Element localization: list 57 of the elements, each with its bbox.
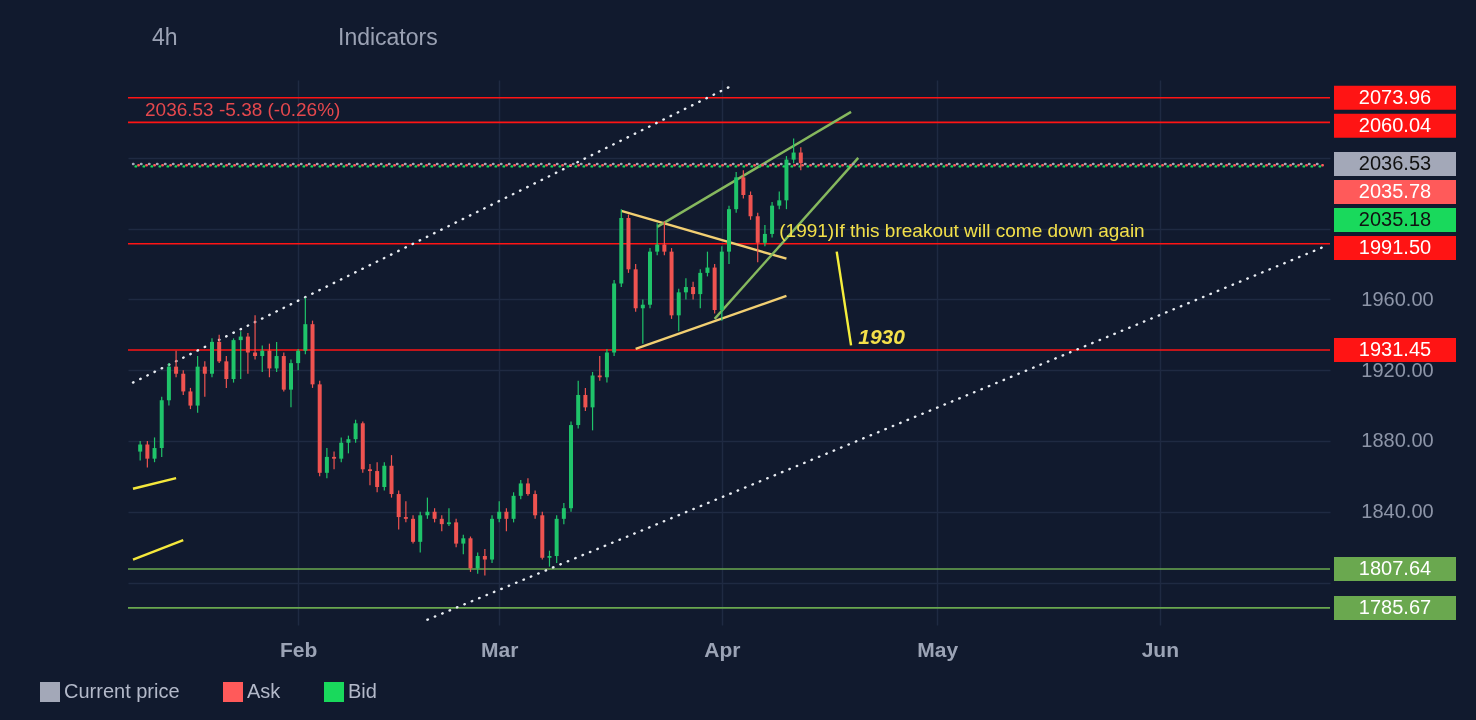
x-tick-label: Mar [481,637,519,661]
candlestick [224,355,229,389]
candlestick [339,436,344,463]
candlestick [181,369,186,396]
text: 2036.53 -5.38 (-0.26%) [145,99,341,120]
candlestick [332,450,337,470]
candlestick [152,436,157,463]
candlestick [655,222,660,256]
text: Indicators [338,24,438,50]
y-tick-label: 1840.00 [1361,500,1434,523]
candlestick [174,350,179,378]
ref-line-label: 1785.67 [1358,595,1432,618]
legend-label: Current price [64,680,180,702]
candlestick [274,341,279,373]
candlestick [245,332,250,375]
candlestick [662,220,667,256]
x-tick-label: Apr [704,637,741,661]
x-tick-label: Feb [279,637,318,661]
legend-label: Bid [348,680,377,702]
ref-line-label: 1807.64 [1358,557,1432,580]
ref-line-label: 1991.50 [1358,236,1432,258]
data-label: 2035.18 [1358,208,1432,230]
candlestick [138,440,143,462]
candlestick [791,137,796,164]
candlestick [145,440,150,469]
ref-line-label: 2060.04 [1358,113,1432,136]
x-tick-label: May [917,637,959,661]
ref-line-label: 1931.45 [1358,337,1432,360]
x-tick-label: Jun [1141,637,1180,661]
legend-label: Ask [247,680,282,702]
candlestick [188,387,193,410]
ref-line-label: 2073.96 [1358,85,1432,108]
candlestick [762,224,767,247]
candlestick [202,360,207,398]
y-tick-label: 1920.00 [1361,358,1434,381]
candlestick [698,268,703,309]
candlestick [217,334,222,364]
candlestick [583,387,588,412]
data-label: 2036.53 [1358,152,1432,174]
candlestick [741,169,746,200]
candlestick [367,463,372,486]
candlestick [748,190,753,221]
candlestick [296,348,301,371]
candlestick [683,277,688,301]
candlestick [353,419,358,444]
text: 4h [152,24,178,50]
y-tick-label: 1960.00 [1361,287,1434,310]
annotation: 1930 [858,324,906,348]
data-label: 2035.78 [1358,180,1432,202]
candlestick [324,447,329,479]
candlestick [691,281,696,301]
candlestick [676,288,681,332]
y-tick-label: 1880.00 [1361,429,1434,452]
candlestick [260,344,265,373]
candlestick [798,146,803,171]
candlestick [705,251,710,278]
candlestick [267,343,272,378]
